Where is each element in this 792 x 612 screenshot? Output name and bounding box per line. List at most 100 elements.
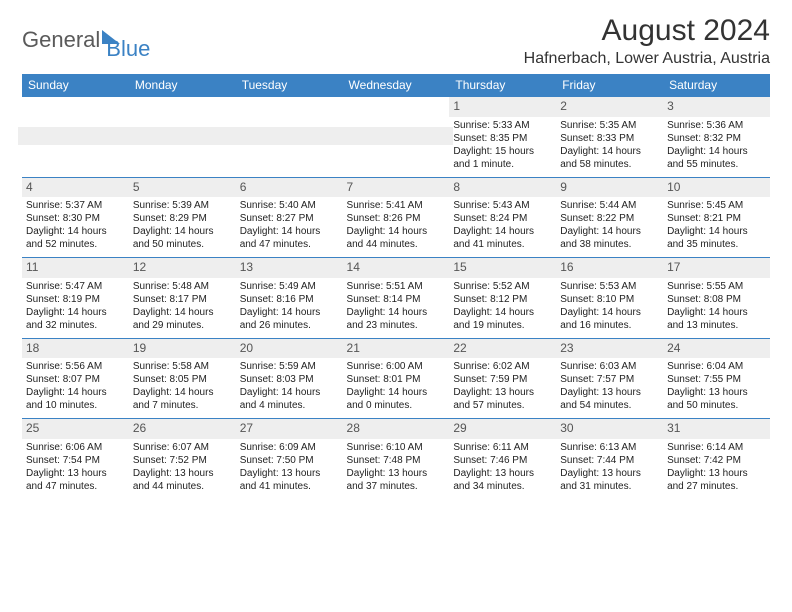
empty-cell (236, 97, 343, 178)
date-number: 25 (22, 419, 129, 439)
sunset-text: Sunset: 7:46 PM (453, 454, 552, 467)
sunrise-text: Sunrise: 5:36 AM (667, 119, 766, 132)
date-number: 22 (449, 339, 556, 359)
sunrise-text: Sunrise: 5:56 AM (26, 360, 125, 373)
date-number: 23 (556, 339, 663, 359)
daylight-text: and 16 minutes. (560, 319, 659, 332)
sunset-text: Sunset: 8:19 PM (26, 293, 125, 306)
sunset-text: Sunset: 7:44 PM (560, 454, 659, 467)
daylight-text: Daylight: 14 hours (667, 145, 766, 158)
sunset-text: Sunset: 8:21 PM (667, 212, 766, 225)
sunrise-text: Sunrise: 5:55 AM (667, 280, 766, 293)
daylight-text: and 23 minutes. (347, 319, 446, 332)
date-number: 8 (449, 178, 556, 198)
date-number: 3 (663, 97, 770, 117)
date-number: 19 (129, 339, 236, 359)
date-number: 13 (236, 258, 343, 278)
daylight-text: Daylight: 14 hours (560, 145, 659, 158)
day-cell: 22Sunrise: 6:02 AMSunset: 7:59 PMDayligh… (449, 338, 556, 419)
daylight-text: and 52 minutes. (26, 238, 125, 251)
sunset-text: Sunset: 8:32 PM (667, 132, 766, 145)
sunrise-text: Sunrise: 5:48 AM (133, 280, 232, 293)
sunrise-text: Sunrise: 5:35 AM (560, 119, 659, 132)
sunrise-text: Sunrise: 5:44 AM (560, 199, 659, 212)
day-cell: 21Sunrise: 6:00 AMSunset: 8:01 PMDayligh… (343, 338, 450, 419)
daylight-text: and 1 minute. (453, 158, 552, 171)
daylight-text: Daylight: 14 hours (667, 225, 766, 238)
sunrise-text: Sunrise: 6:06 AM (26, 441, 125, 454)
sunset-text: Sunset: 7:48 PM (347, 454, 446, 467)
day-cell: 13Sunrise: 5:49 AMSunset: 8:16 PMDayligh… (236, 258, 343, 339)
daylight-text: Daylight: 14 hours (240, 386, 339, 399)
day-header-row: SundayMondayTuesdayWednesdayThursdayFrid… (22, 74, 770, 97)
daylight-text: Daylight: 14 hours (347, 306, 446, 319)
date-number: 29 (449, 419, 556, 439)
day-cell: 11Sunrise: 5:47 AMSunset: 8:19 PMDayligh… (22, 258, 129, 339)
daylight-text: Daylight: 13 hours (347, 467, 446, 480)
daylight-text: Daylight: 14 hours (133, 306, 232, 319)
day-cell: 19Sunrise: 5:58 AMSunset: 8:05 PMDayligh… (129, 338, 236, 419)
logo-text-general: General (22, 27, 100, 53)
day-cell: 1Sunrise: 5:33 AMSunset: 8:35 PMDaylight… (449, 97, 556, 178)
sunset-text: Sunset: 7:54 PM (26, 454, 125, 467)
date-number: 5 (129, 178, 236, 198)
daylight-text: Daylight: 14 hours (26, 306, 125, 319)
sunset-text: Sunset: 8:12 PM (453, 293, 552, 306)
day-header: Wednesday (343, 74, 450, 97)
daylight-text: and 50 minutes. (667, 399, 766, 412)
sunset-text: Sunset: 7:52 PM (133, 454, 232, 467)
day-cell: 8Sunrise: 5:43 AMSunset: 8:24 PMDaylight… (449, 177, 556, 258)
logo: General Blue (22, 14, 150, 62)
sunrise-text: Sunrise: 5:51 AM (347, 280, 446, 293)
day-cell: 4Sunrise: 5:37 AMSunset: 8:30 PMDaylight… (22, 177, 129, 258)
daylight-text: and 50 minutes. (133, 238, 232, 251)
sunrise-text: Sunrise: 6:02 AM (453, 360, 552, 373)
sunrise-text: Sunrise: 5:49 AM (240, 280, 339, 293)
daylight-text: and 37 minutes. (347, 480, 446, 493)
sunset-text: Sunset: 8:07 PM (26, 373, 125, 386)
daylight-text: Daylight: 14 hours (560, 306, 659, 319)
daylight-text: and 57 minutes. (453, 399, 552, 412)
sunset-text: Sunset: 8:29 PM (133, 212, 232, 225)
date-number: 15 (449, 258, 556, 278)
daylight-text: and 47 minutes. (240, 238, 339, 251)
daylight-text: and 27 minutes. (667, 480, 766, 493)
day-header: Friday (556, 74, 663, 97)
day-cell: 26Sunrise: 6:07 AMSunset: 7:52 PMDayligh… (129, 419, 236, 499)
daylight-text: and 0 minutes. (347, 399, 446, 412)
date-number: 26 (129, 419, 236, 439)
sunset-text: Sunset: 8:33 PM (560, 132, 659, 145)
sunrise-text: Sunrise: 5:52 AM (453, 280, 552, 293)
day-cell: 18Sunrise: 5:56 AMSunset: 8:07 PMDayligh… (22, 338, 129, 419)
day-cell: 17Sunrise: 5:55 AMSunset: 8:08 PMDayligh… (663, 258, 770, 339)
date-number: 4 (22, 178, 129, 198)
day-cell: 24Sunrise: 6:04 AMSunset: 7:55 PMDayligh… (663, 338, 770, 419)
daylight-text: Daylight: 13 hours (240, 467, 339, 480)
week-row: 4Sunrise: 5:37 AMSunset: 8:30 PMDaylight… (22, 177, 770, 258)
daylight-text: and 19 minutes. (453, 319, 552, 332)
title-block: August 2024 Hafnerbach, Lower Austria, A… (524, 14, 770, 68)
sunrise-text: Sunrise: 6:00 AM (347, 360, 446, 373)
daylight-text: Daylight: 14 hours (347, 386, 446, 399)
day-header: Saturday (663, 74, 770, 97)
daylight-text: Daylight: 13 hours (560, 467, 659, 480)
daylight-text: and 29 minutes. (133, 319, 232, 332)
sunset-text: Sunset: 8:35 PM (453, 132, 552, 145)
sunset-text: Sunset: 7:50 PM (240, 454, 339, 467)
sunset-text: Sunset: 7:59 PM (453, 373, 552, 386)
daylight-text: and 4 minutes. (240, 399, 339, 412)
sunrise-text: Sunrise: 6:04 AM (667, 360, 766, 373)
sunset-text: Sunset: 8:22 PM (560, 212, 659, 225)
day-cell: 12Sunrise: 5:48 AMSunset: 8:17 PMDayligh… (129, 258, 236, 339)
daylight-text: Daylight: 14 hours (347, 225, 446, 238)
daylight-text: and 47 minutes. (26, 480, 125, 493)
daylight-text: and 44 minutes. (347, 238, 446, 251)
daylight-text: Daylight: 14 hours (667, 306, 766, 319)
daylight-text: and 54 minutes. (560, 399, 659, 412)
day-cell: 31Sunrise: 6:14 AMSunset: 7:42 PMDayligh… (663, 419, 770, 499)
day-cell: 14Sunrise: 5:51 AMSunset: 8:14 PMDayligh… (343, 258, 450, 339)
daylight-text: Daylight: 14 hours (26, 225, 125, 238)
daylight-text: and 26 minutes. (240, 319, 339, 332)
date-number: 31 (663, 419, 770, 439)
location: Hafnerbach, Lower Austria, Austria (524, 50, 770, 68)
